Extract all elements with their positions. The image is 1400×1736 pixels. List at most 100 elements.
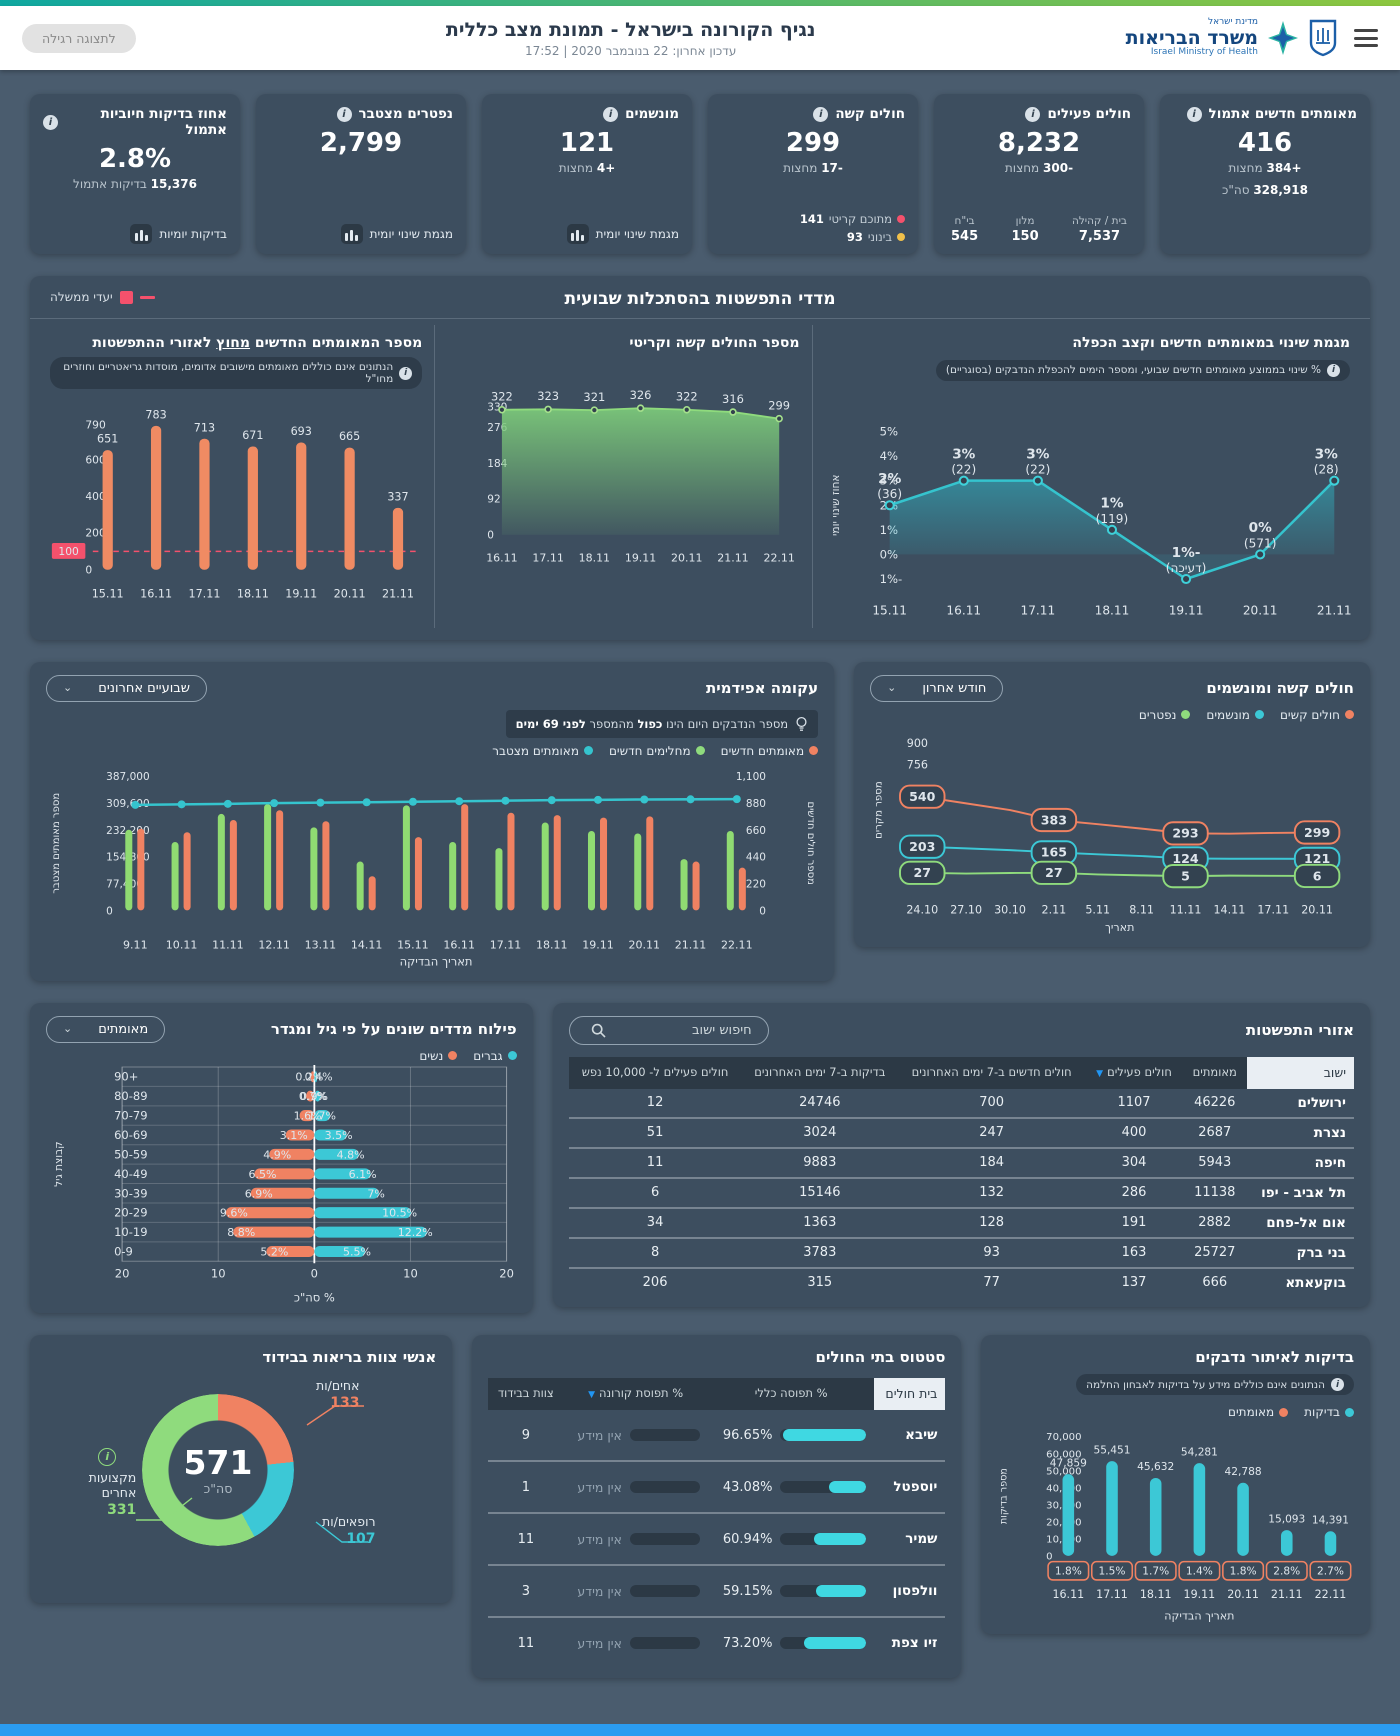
info-icon[interactable]: i [603,106,619,122]
kpi-chart-link[interactable]: מגמת שינוי יומית [269,224,453,244]
column-header[interactable]: מאומתים [1182,1056,1247,1089]
metric-dropdown[interactable]: מאומתים ⌄ [46,1015,166,1043]
kpi-title: אחוז בדיקות חיוביות אתמול [100,106,227,138]
info-icon[interactable]: i [98,1447,117,1466]
occupancy-bar [780,1637,867,1650]
legend-item: מאומתים [1228,1405,1289,1419]
info-icon[interactable]: i [1331,1378,1344,1392]
hamburger-menu-icon[interactable] [1354,29,1378,47]
svg-text:תאריך הבדיקה: תאריך הבדיקה [400,955,473,969]
svg-text:20: 20 [115,1266,130,1280]
svg-text:11.11: 11.11 [212,938,244,951]
legend-dot-icon [1254,710,1264,720]
svg-text:693: 693 [291,425,312,438]
cell-value: 206 [568,1266,742,1297]
sort-descending-icon[interactable]: ▼ [1096,1068,1104,1079]
svg-text:1%: 1% [1100,495,1123,511]
column-header[interactable]: חולים פעילים ל- 10,000 נפש [568,1056,742,1089]
cell-value: 400 [1085,1116,1183,1148]
svg-text:3%: 3% [879,473,897,487]
cell-value: 128 [898,1206,1086,1238]
svg-text:18.11: 18.11 [579,551,610,564]
city-search[interactable] [568,1015,769,1045]
cell-value: 6 [568,1176,742,1208]
svg-text:665: 665 [339,430,360,443]
cell-value: 191 [1085,1206,1183,1238]
empty-bar [629,1429,700,1442]
svg-text:1.5%: 1.5% [1099,1566,1126,1578]
weekly-indicators-section: מדדי התפשטות בהסתכלות שבועית יעדי ממשלה … [30,276,1370,640]
sort-descending-icon[interactable]: ▼ [588,1390,595,1401]
svg-text:(28): (28) [1313,462,1338,476]
svg-text:15,093: 15,093 [1269,1514,1306,1526]
column-header[interactable]: ישוב [1246,1056,1354,1089]
svg-text:12.11: 12.11 [258,938,290,951]
status-dot-icon [897,215,905,223]
svg-text:540: 540 [909,789,936,804]
info-icon[interactable]: i [1186,106,1202,122]
svg-text:+90: +90 [114,1069,138,1083]
svg-text:70-79: 70-79 [114,1108,147,1122]
kpi-value: 121 [559,128,615,158]
table-row: שמיר 60.94% אין מידע 11 [488,1512,946,1566]
svg-text:17.11: 17.11 [1020,603,1055,617]
cell-value: 700 [979,1095,1005,1111]
city-name: בוקעאתא [1246,1266,1354,1297]
kpi-chart-link[interactable]: מגמת שינוי יומית [495,224,679,244]
kpi-chart-link[interactable]: בדיקות יומיות [43,224,227,244]
svg-text:8.8%: 8.8% [227,1226,255,1239]
table-row: בוקעאתא 666 137 77 315 206 [568,1266,1354,1297]
svg-text:21.11: 21.11 [717,551,748,564]
svg-text:4%: 4% [879,449,897,463]
column-header[interactable]: חולים חדשים ב-7 ימים האחרונים [898,1056,1086,1089]
info-icon[interactable]: i [1327,363,1340,377]
donut-ring [142,1393,294,1546]
corona-occupancy-cell: אין מידע [563,1512,708,1566]
table-row: חיפה 5943 304 184 9883 11 [568,1146,1354,1178]
search-input[interactable] [613,1021,754,1039]
regular-view-button[interactable]: לתצוגה רגילה [22,23,136,53]
svg-text:10: 10 [211,1266,226,1280]
legend-dot-icon [507,1051,517,1061]
svg-text:0: 0 [85,564,92,577]
svg-text:(36): (36) [877,487,902,501]
svg-text:3.5%: 3.5% [325,1129,353,1142]
svg-text:4.8%: 4.8% [337,1148,365,1161]
svg-text:21.11: 21.11 [382,588,414,601]
column-header[interactable]: צוות בבידוד [488,1377,564,1411]
cell-value: 34 [568,1206,742,1238]
trend-line-chart: 5%4%3%2%1%0%-1%אחוז שינוי יומי2%(36)3%(2… [830,424,1351,617]
period-dropdown[interactable]: חודש אחרון ⌄ [870,674,1004,702]
corona-occupancy-cell: אין מידע [563,1460,708,1514]
period-dropdown[interactable]: שבועיים אחרונים ⌄ [46,674,207,702]
legend-dot-icon [809,746,819,756]
age-gender-card: פילוח מדדים שונים על פי גיל ומגדר מאומתי… [30,1002,533,1313]
column-header[interactable]: % תפוסה כללי [707,1377,875,1411]
cell-value: 315 [741,1266,899,1297]
info-icon[interactable]: i [399,366,413,380]
cell-value: 286 [1085,1176,1183,1208]
svg-text:2.7%: 2.7% [1317,1566,1344,1578]
svg-text:321: 321 [584,390,606,404]
svg-text:19.11: 19.11 [1184,1589,1216,1602]
occupancy-cell: 60.94% [707,1512,875,1566]
cell-value: 5943 [1182,1146,1247,1178]
info-icon[interactable]: i [813,106,829,122]
column-header[interactable]: חולים פעילים▼ [1085,1056,1183,1089]
kpi-card-0: מאומתים חדשים אתמול i 416 +384 מחצות 328,91… [1160,94,1370,254]
info-icon[interactable]: i [1025,106,1041,122]
column-header[interactable]: בדיקות ב-7 ימים האחרונים [741,1056,899,1089]
svg-text:6: 6 [1313,868,1322,883]
kpi-delta: +4 מחצות [558,161,616,175]
svg-text:790: 790 [85,418,106,431]
card-title: אזורי התפשטות [1245,1021,1354,1040]
info-icon[interactable]: i [336,106,352,122]
svg-text:316: 316 [722,392,744,406]
staff-isolated-count: 11 [488,1616,564,1669]
column-header[interactable]: % תפוסת קורונה▼ [563,1377,708,1411]
state-label: מדינת ישראל [1207,16,1258,27]
info-icon[interactable]: i [43,114,58,130]
svg-text:19.11: 19.11 [625,551,656,564]
column-header[interactable]: בית חולים [874,1377,946,1411]
